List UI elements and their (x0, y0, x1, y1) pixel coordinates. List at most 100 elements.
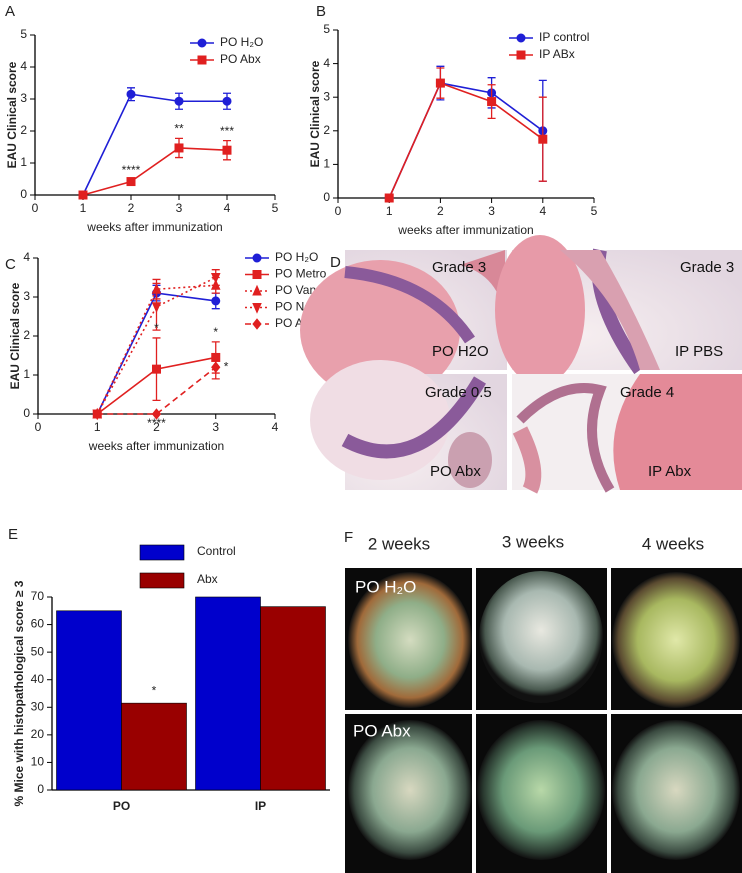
group-label: IP PBS (675, 343, 723, 360)
y-tick-label: 30 (31, 699, 45, 713)
annotation: **** (122, 163, 141, 177)
annotation: ** (174, 122, 184, 136)
x-axis-label: weeks after immunization (86, 220, 222, 234)
marker (174, 143, 184, 153)
grade-label: Grade 0.5 (425, 384, 492, 401)
charts: A 0 1 2 3 4 5 EAU Clinical score 0 1 2 3 4 5 weeks aft… (5, 3, 598, 813)
marker (538, 134, 548, 144)
marker (252, 270, 262, 279)
marker (151, 302, 162, 313)
marker (222, 96, 232, 106)
y-tick-label: 0 (37, 782, 44, 796)
y-axis-label: EAU Clinical score (5, 61, 19, 168)
group-label: PO Abx (430, 463, 481, 480)
marker (126, 177, 136, 187)
y-tick-label: 2 (20, 123, 27, 137)
x-tick-label: 2 (153, 420, 160, 434)
x-tick-label: 0 (32, 201, 39, 215)
y-axis-label: EAU Clinical score (308, 60, 322, 167)
histology-image: Grade 4 IP Abx (512, 374, 742, 494)
marker (211, 361, 221, 374)
group-label: PO H2O (432, 343, 489, 360)
histology-image: Grade 3 IP PBS (495, 235, 742, 385)
marker (384, 193, 394, 203)
x-tick-label: 3 (176, 201, 183, 215)
bar (260, 606, 326, 791)
legend-swatch (139, 572, 185, 589)
panel-label: E (8, 526, 18, 543)
x-tick-label: 5 (591, 204, 598, 218)
series-line (96, 276, 217, 415)
grade-label: Grade 3 (680, 259, 734, 276)
x-tick-label: 3 (212, 420, 219, 434)
legend-label: IP control (539, 30, 589, 44)
annotation: * (154, 321, 159, 335)
column-header: 4 weeks (642, 534, 704, 553)
annotation: * (224, 359, 229, 373)
y-tick-label: 4 (323, 56, 330, 70)
marker (516, 33, 526, 43)
y-tick-label: 4 (20, 59, 27, 73)
row-label: PO Abx (353, 721, 411, 740)
series-line (82, 93, 227, 196)
panel-label: C (5, 256, 16, 273)
x-axis-label: weeks after immunization (397, 223, 533, 237)
y-tick-label: 5 (323, 22, 330, 36)
marker (151, 408, 162, 420)
marker (435, 78, 445, 88)
x-tick-label: 0 (35, 420, 42, 434)
legend-label: PO Abx (220, 52, 261, 66)
marker (152, 364, 161, 374)
x-tick-label: IP (255, 799, 266, 813)
x-tick-label: PO (113, 799, 130, 813)
marker (487, 97, 497, 107)
group-label: IP Abx (648, 463, 692, 480)
histology-image: Grade 0.5 PO Abx (310, 360, 507, 490)
x-tick-label: 3 (488, 204, 495, 218)
annotation: * (152, 683, 157, 697)
x-axis-label: weeks after immunization (88, 439, 224, 453)
y-tick-label: 1 (20, 155, 27, 169)
y-tick-label: 1 (323, 157, 330, 171)
x-tick-label: 4 (272, 420, 279, 434)
marker (252, 284, 262, 296)
marker (222, 145, 232, 155)
y-tick-label: 0 (23, 406, 30, 420)
annotation: * (213, 325, 218, 339)
marker (252, 303, 262, 314)
y-tick-label: 60 (31, 617, 45, 631)
x-tick-label: 0 (335, 204, 342, 218)
x-tick-label: 2 (437, 204, 444, 218)
marker (252, 253, 262, 263)
y-tick-label: 4 (23, 250, 30, 264)
bar (56, 610, 122, 791)
x-tick-label: 1 (386, 204, 393, 218)
marker (174, 96, 184, 106)
marker (210, 273, 221, 284)
marker (516, 50, 526, 60)
panel-label: D (330, 254, 341, 271)
x-tick-label: 1 (94, 420, 101, 434)
x-tick-label: 4 (539, 204, 546, 218)
series-line (82, 147, 228, 196)
marker (252, 318, 262, 330)
marker (78, 190, 88, 200)
legend-label: Abx (197, 572, 218, 586)
y-tick-label: 40 (31, 672, 45, 686)
series-line (388, 82, 544, 199)
x-tick-label: 5 (272, 201, 279, 215)
legend-label: Control (197, 544, 236, 558)
y-tick-label: 50 (31, 644, 45, 658)
marker (197, 55, 207, 65)
bar (121, 702, 187, 791)
y-tick-label: 10 (31, 755, 45, 769)
legend-swatch (139, 544, 185, 561)
marker (126, 89, 136, 99)
y-tick-label: 3 (23, 289, 30, 303)
legend-label: PO Metro (275, 267, 327, 281)
y-tick-label: 1 (23, 367, 30, 381)
y-axis-label: % Mice with histopathological score ≥ 3 (12, 580, 26, 806)
grade-label: Grade 4 (620, 384, 674, 401)
histology-panel: D Grade 3 PO H2O Grade 3 IP PBS Grade 0.… (300, 235, 742, 494)
